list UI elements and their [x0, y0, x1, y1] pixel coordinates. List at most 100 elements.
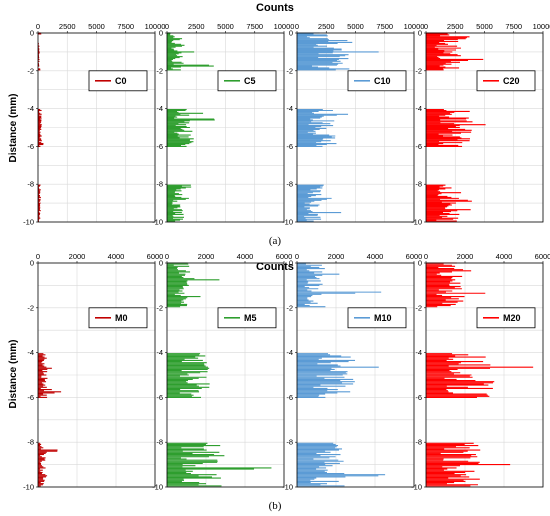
legend-C20: C20	[476, 70, 536, 92]
x-tick-label: 4000	[108, 252, 125, 261]
y-tick-label: -6	[156, 393, 163, 402]
y-tick-label: -4	[415, 104, 422, 113]
y-tick-label: 0	[418, 29, 422, 38]
legend-C10: C10	[347, 70, 407, 92]
y-tick-label: -8	[156, 438, 163, 447]
y-tick-label: 0	[289, 259, 293, 268]
y-tick-label: -4	[156, 348, 163, 357]
y-tick-label: -10	[23, 483, 34, 492]
y-tick-label: -6	[156, 142, 163, 151]
x-tick-label: 0	[36, 22, 40, 31]
panel-M20: 0 2000 4000 6000 0 -2 -4 -6 -8 -10 M20	[411, 252, 550, 492]
y-tick-label: -4	[27, 104, 34, 113]
x-tick-label: 0	[165, 22, 169, 31]
x-tick-label: 10000	[404, 22, 425, 31]
y-tick-label: -2	[286, 303, 293, 312]
y-tick-label: 0	[159, 29, 163, 38]
x-tick-label: 5000	[476, 22, 493, 31]
y-tick-label: -6	[286, 142, 293, 151]
x-tick-label: 0	[295, 22, 299, 31]
x-tick-label: 2500	[188, 22, 205, 31]
legend-box	[88, 307, 148, 329]
legend-label: C10	[374, 76, 391, 86]
chart-b-ylabel: Distance (mm)	[8, 340, 19, 409]
y-tick-label: -8	[286, 438, 293, 447]
legend-M10: M10	[347, 307, 407, 329]
y-tick-label: -2	[27, 66, 34, 75]
series-M10	[297, 262, 386, 487]
x-tick-label: 4000	[237, 252, 254, 261]
x-tick-label: 5000	[88, 22, 105, 31]
x-tick-label: 2000	[457, 252, 474, 261]
y-tick-label: 0	[418, 259, 422, 268]
plot-frame	[425, 262, 544, 488]
x-tick-label: 10000	[533, 22, 550, 31]
y-tick-label: -10	[23, 218, 34, 227]
y-tick-label: -6	[27, 393, 34, 402]
x-tick-label: 6000	[147, 252, 164, 261]
x-tick-label: 2000	[198, 252, 215, 261]
y-tick-label: -2	[415, 303, 422, 312]
legend-label: C5	[244, 76, 256, 86]
x-tick-label: 2500	[59, 22, 76, 31]
x-tick-label: 5000	[347, 22, 364, 31]
x-tick-label: 6000	[535, 252, 550, 261]
y-tick-label: 0	[30, 29, 34, 38]
y-tick-label: -6	[27, 142, 34, 151]
y-tick-label: -10	[152, 483, 163, 492]
y-tick-label: -8	[27, 438, 34, 447]
x-tick-label: 7500	[246, 22, 263, 31]
legend-box	[217, 307, 277, 329]
y-tick-label: -8	[415, 438, 422, 447]
legend-label: M5	[244, 313, 257, 323]
legend-label: C20	[503, 76, 520, 86]
x-tick-label: 0	[36, 252, 40, 261]
series-C0	[38, 32, 44, 222]
x-tick-label: 0	[424, 252, 428, 261]
y-tick-label: -2	[156, 66, 163, 75]
series-C10	[297, 32, 379, 222]
x-tick-label: 0	[295, 252, 299, 261]
x-tick-label: 7500	[505, 22, 522, 31]
x-tick-label: 0	[165, 252, 169, 261]
series-C5	[167, 32, 215, 222]
y-tick-label: -10	[411, 218, 422, 227]
y-tick-label: -4	[27, 348, 34, 357]
legend-box	[217, 70, 277, 92]
legend-label: M10	[374, 313, 392, 323]
plot-frame	[166, 262, 285, 488]
x-tick-label: 6000	[276, 252, 293, 261]
y-tick-label: 0	[159, 259, 163, 268]
legend-box	[88, 70, 148, 92]
y-tick-label: -4	[156, 104, 163, 113]
legend-box	[347, 307, 407, 329]
chart-b-title: Counts	[256, 261, 294, 273]
x-tick-label: 2500	[318, 22, 335, 31]
y-tick-label: -4	[286, 104, 293, 113]
x-tick-label: 10000	[274, 22, 295, 31]
y-tick-label: -8	[286, 180, 293, 189]
x-tick-label: 7500	[117, 22, 134, 31]
y-tick-label: -4	[415, 348, 422, 357]
legend-C5: C5	[217, 70, 277, 92]
x-tick-label: 4000	[367, 252, 384, 261]
y-tick-label: -10	[152, 218, 163, 227]
y-tick-label: -2	[156, 303, 163, 312]
legend-M20: M20	[476, 307, 536, 329]
caption-b: (b)	[269, 500, 282, 512]
legend-box	[476, 307, 536, 329]
series-M5	[167, 262, 272, 487]
y-tick-label: -10	[282, 218, 293, 227]
x-tick-label: 4000	[496, 252, 513, 261]
y-tick-label: -6	[415, 142, 422, 151]
plot-frame	[296, 262, 415, 488]
y-tick-label: -6	[415, 393, 422, 402]
y-tick-label: -8	[156, 180, 163, 189]
y-tick-label: -2	[286, 66, 293, 75]
y-tick-label: -10	[282, 483, 293, 492]
